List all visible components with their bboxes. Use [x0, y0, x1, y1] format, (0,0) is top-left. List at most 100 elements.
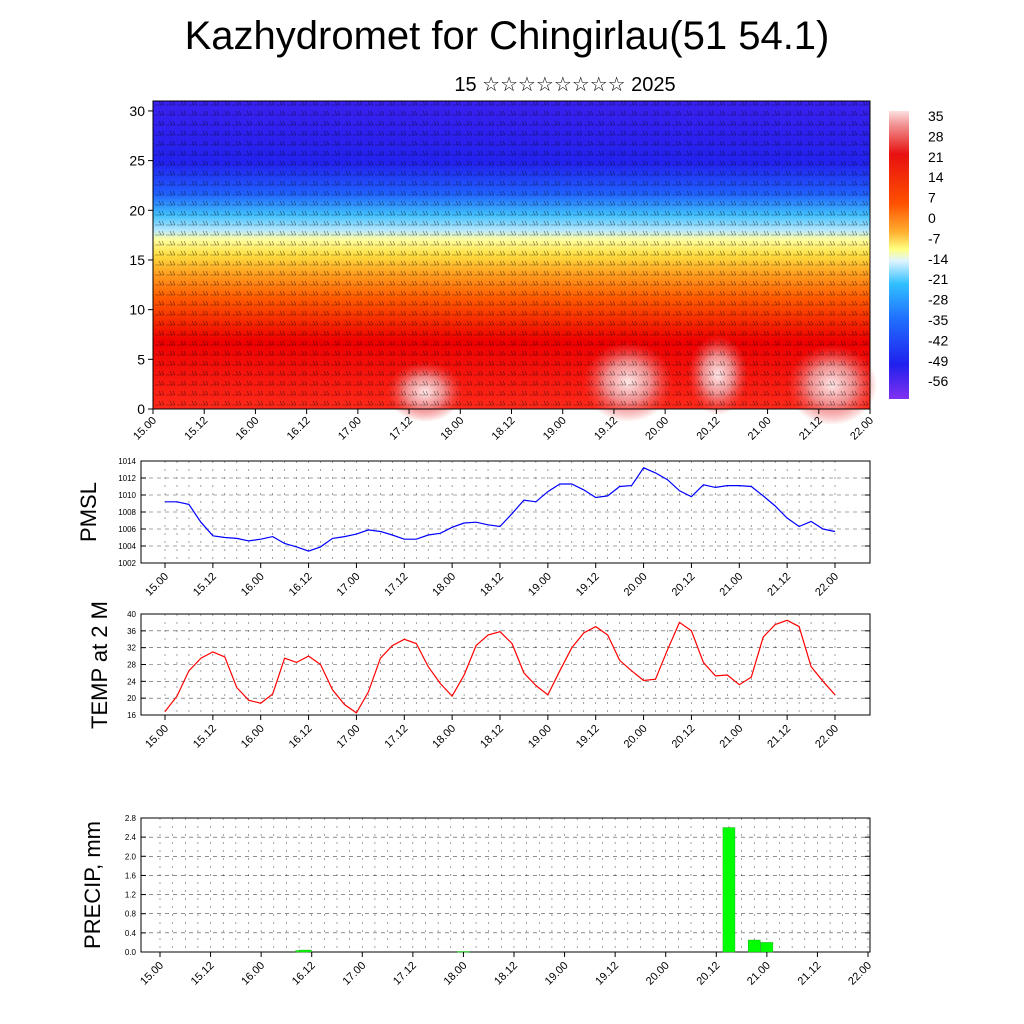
precip-x-tick-label: 21.00 [745, 960, 773, 988]
precip-bar [747, 939, 761, 953]
heatmap-x-tick-label: 21.00 [746, 415, 774, 443]
colorbar-label: -56 [928, 373, 948, 389]
precip-x-tick-label: 15.00 [138, 960, 166, 988]
colorbar-label: -49 [928, 353, 948, 369]
pmsl-y-tick-label: 1010 [118, 491, 136, 500]
pmsl-y-tick-label: 1006 [118, 525, 136, 534]
precip-x-tick-label: 20.12 [694, 960, 722, 988]
pmsl-y-tick-label: 1008 [118, 508, 136, 517]
temperature-chart: 16 20 24 28 32 36 40 15.00 15.12 16.00 16.12 17.00 1… [87, 601, 871, 751]
heatmap-x-tick-label: 17.00 [336, 415, 364, 443]
precip-x-tick-label: 20.00 [644, 960, 672, 988]
temp-x-tick-label: 21.12 [765, 723, 793, 751]
precip-grid [141, 817, 870, 953]
temp-x-tick-label: 19.12 [574, 723, 602, 751]
colorbar-label: 0 [928, 210, 936, 226]
colorbar-label: -14 [928, 251, 948, 267]
precip-ylabel: PRECIP, mm [80, 821, 105, 949]
precip-frame [140, 817, 871, 953]
pmsl-ylabel: PMSL [76, 482, 101, 542]
pmsl-y-tick-label: 1012 [118, 474, 136, 483]
precip-x-tick-label: 16.12 [290, 960, 318, 988]
precip-y-tick-label: 1.2 [125, 891, 137, 900]
temp-x-tick-label: 17.12 [382, 723, 410, 751]
colorbar-label: 14 [928, 169, 944, 185]
pmsl-x-tick-label: 17.12 [382, 571, 410, 599]
precip-x-tick-label: 19.00 [543, 960, 571, 988]
page-subtitle: 15 ☆☆☆☆☆☆☆☆ 2025 [454, 74, 676, 96]
precip-x-tick-label: 19.12 [593, 960, 621, 988]
precip-bar [299, 949, 312, 953]
colorbar-label: 28 [928, 128, 944, 144]
heatmap-x-tick-label: 16.12 [285, 415, 313, 443]
precip-bars [295, 827, 774, 953]
pmsl-x-tick-label: 21.12 [765, 571, 793, 599]
heatmap-y-tick-label: 25 [129, 153, 145, 169]
temp-x-tick-label: 17.00 [335, 723, 363, 751]
temp-x-tick-label: 20.00 [622, 723, 650, 751]
pmsl-x-tick-label: 19.12 [574, 571, 602, 599]
temp-y-tick-label: 40 [127, 610, 136, 619]
colorbar-label: -7 [928, 230, 941, 246]
heatmap-x-axis: 15.00 15.12 16.00 16.12 17.00 17.12 18.00 18.12… [131, 409, 876, 443]
colorbar-scale [889, 111, 909, 399]
pmsl-x-tick-label: 22.00 [813, 571, 841, 599]
temp-x-tick-label: 20.12 [670, 723, 698, 751]
pmsl-y-tick-label: 1002 [118, 559, 136, 568]
temp-grid [141, 613, 870, 716]
pmsl-x-tick-label: 20.00 [622, 571, 650, 599]
colorbar-labels: 35 28 21 14 7 0 -7 -14 -21 -28 -35 -42 -49 -56 [928, 108, 948, 389]
precip-y-tick-label: 0.0 [125, 948, 137, 957]
pmsl-x-tick-label: 19.00 [526, 571, 554, 599]
precip-bar [722, 827, 736, 953]
temp-y-tick-label: 24 [127, 677, 136, 686]
precipitation-chart: 0.0 0.4 0.8 1.2 1.6 2.0 2.4 2.8 15.00 15.12 16.00 1… [80, 814, 874, 988]
heatmap-x-tick-label: 20.00 [643, 415, 671, 443]
temp-y-tick-label: 36 [127, 627, 136, 636]
heatmap-x-tick-label: 19.00 [541, 415, 569, 443]
temp-x-tick-label: 19.00 [526, 723, 554, 751]
heatmap-x-tick-label: 15.12 [182, 415, 210, 443]
pmsl-chart: 1002 1004 1006 1008 1010 1012 1014 15.00 15.12 16… [76, 457, 871, 599]
pmsl-x-tick-label: 18.00 [430, 571, 458, 599]
colorbar-label: -21 [928, 271, 948, 287]
heatmap-y-tick-label: 0 [137, 401, 145, 417]
temp-x-tick-label: 18.00 [430, 723, 458, 751]
precip-x-tick-label: 15.12 [189, 960, 217, 988]
temp-y-tick-label: 16 [127, 711, 136, 720]
pmsl-grid [141, 460, 870, 564]
precip-x-tick-label: 17.00 [340, 960, 368, 988]
pmsl-x-tick-label: 16.12 [287, 571, 315, 599]
precip-x-tick-label: 18.12 [492, 960, 520, 988]
temp-x-tick-label: 16.12 [287, 723, 315, 751]
colorbar-label: 7 [928, 190, 936, 206]
temp-x-tick-label: 21.00 [717, 723, 745, 751]
pmsl-x-tick-label: 17.00 [335, 571, 363, 599]
heatmap-x-tick-label: 16.00 [234, 415, 262, 443]
pmsl-series-line [165, 467, 836, 552]
temp-y-tick-label: 28 [127, 661, 136, 670]
colorbar-label: 21 [928, 149, 944, 165]
colorbar-label: 35 [928, 108, 944, 124]
colorbar-label: -35 [928, 312, 948, 328]
temp-y-tick-label: 32 [127, 644, 136, 653]
precip-y-tick-label: 2.4 [125, 833, 137, 842]
heatmap-x-tick-label: 18.00 [438, 415, 466, 443]
heatmap-y-tick-label: 5 [137, 351, 145, 367]
precip-y-tick-label: 2.8 [125, 814, 137, 823]
precip-axes: 0.0 0.4 0.8 1.2 1.6 2.0 2.4 2.8 15.00 15.12 16.00 1… [125, 814, 874, 988]
temp-x-tick-label: 16.00 [239, 723, 267, 751]
heatmap-y-tick-label: 20 [129, 202, 145, 218]
pmsl-y-tick-label: 1014 [118, 457, 136, 466]
colorbar-label: -28 [928, 292, 948, 308]
heatmap-y-axis: 0 5 10 15 20 25 30 [129, 103, 153, 417]
temp-x-tick-label: 22.00 [813, 723, 841, 751]
precip-x-tick-label: 16.00 [239, 960, 267, 988]
pmsl-x-tick-label: 15.00 [143, 571, 171, 599]
precip-x-tick-label: 17.12 [391, 960, 419, 988]
temp-series-line [164, 619, 836, 714]
temp-x-tick-label: 18.12 [478, 723, 506, 751]
precip-y-tick-label: 0.8 [125, 910, 137, 919]
colorbar: 35 28 21 14 7 0 -7 -14 -21 -28 -35 -42 -49 -56 [889, 108, 948, 399]
